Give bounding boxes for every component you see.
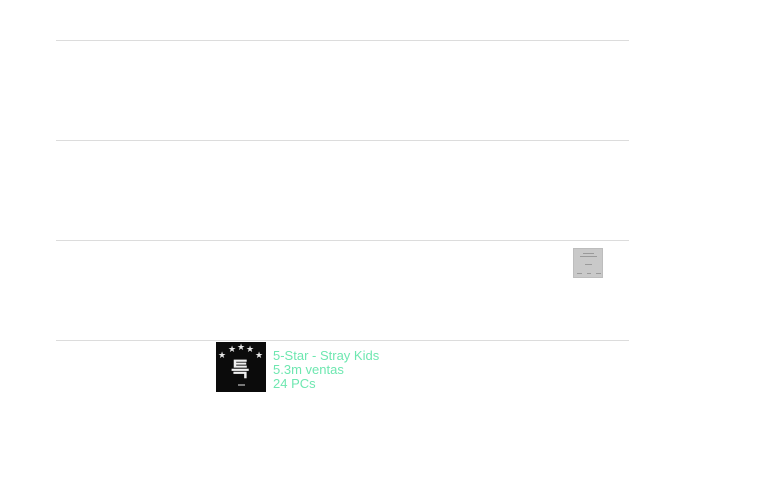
cover-caption-mark [238, 384, 245, 386]
cover-glyph: 특 [231, 357, 250, 381]
album-cover-5-star[interactable]: ★ ★ ★ ★ ★ 특 [216, 342, 266, 392]
album-sales: 5.3m ventas [273, 362, 344, 377]
star-icon: ★ [237, 343, 246, 353]
star-icon: ★ [228, 345, 237, 355]
album-info: 5-Star - Stray Kids 5.3m ventas 24 PCs [273, 349, 379, 391]
star-icon: ★ [246, 345, 255, 355]
row-divider-1 [56, 40, 629, 41]
star-icon: ★ [255, 351, 264, 361]
album-title[interactable]: 5-Star - Stray Kids [273, 348, 380, 363]
row-divider-4 [56, 340, 629, 341]
row-divider-2 [56, 140, 629, 141]
row-divider-3 [56, 240, 629, 241]
album-pcs: 24 PCs [273, 376, 316, 391]
star-icon: ★ [218, 351, 227, 361]
album-thumbnail-small[interactable] [573, 248, 603, 278]
